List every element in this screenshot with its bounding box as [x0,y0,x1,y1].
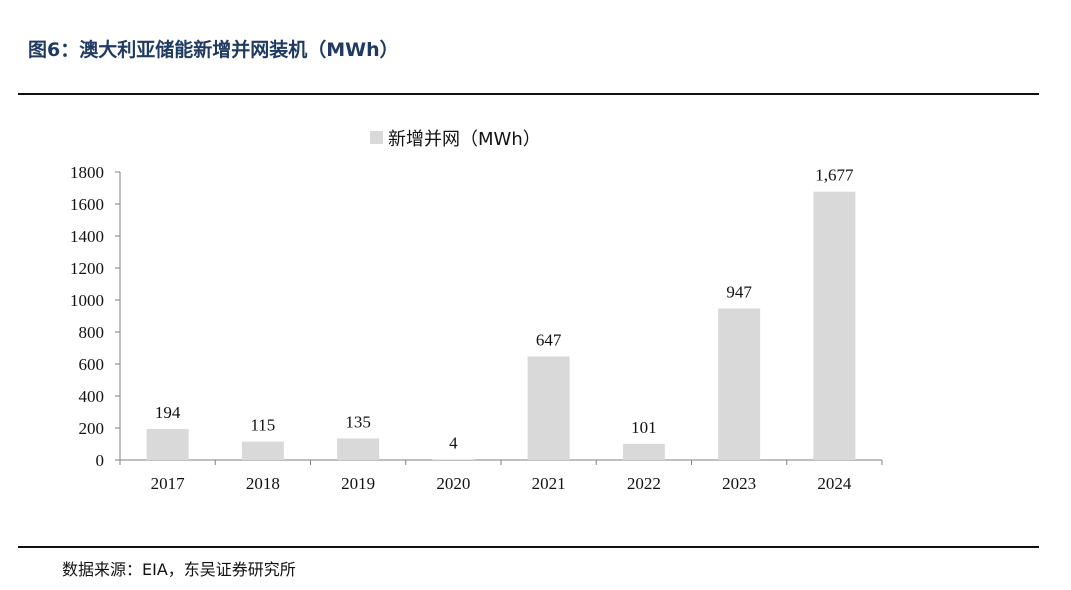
source-note: 数据来源：EIA，东吴证券研究所 [62,560,296,579]
x-tick-label-2019: 2019 [341,474,375,493]
data-label-2019: 135 [345,412,371,431]
y-axis: 0 200 400 600 800 1000 1200 1400 1600 1800 [70,163,121,470]
bar-2019 [337,438,380,460]
bar-2017 [146,428,189,460]
x-tick-label-2024: 2024 [817,474,852,493]
bottom-divider [18,546,1039,548]
y-tick-label: 1800 [70,163,104,182]
x-tick-label-2021: 2021 [532,474,566,493]
x-tick-label-2017: 2017 [151,474,186,493]
x-tick-label-2023: 2023 [722,474,756,493]
data-label-2020: 4 [449,433,458,452]
y-tick-label: 1600 [70,195,104,214]
x-tick-label-2022: 2022 [627,474,661,493]
y-tick-label: 1000 [70,291,104,310]
legend-swatch [370,131,383,144]
x-tick-label-2020: 2020 [436,474,470,493]
data-label-2022: 101 [631,418,657,437]
top-divider [18,93,1039,95]
y-tick-label: 200 [79,419,105,438]
data-label-2023: 947 [726,282,752,301]
bar-2023 [718,308,761,460]
x-axis: 2017 2018 2019 2020 2021 2022 2023 2024 [119,459,883,493]
y-tick-label: 600 [79,355,105,374]
data-label-2017: 194 [155,403,181,422]
y-tick-label: 800 [79,323,105,342]
data-labels: 194 115 135 4 647 101 947 1,677 [155,166,854,453]
bar-2018 [241,441,284,460]
y-tick-label: 0 [96,451,105,470]
legend: 新增并网（MWh） [370,129,541,150]
data-label-2024: 1,677 [815,166,854,185]
y-tick-label: 400 [79,387,105,406]
bar-2024 [813,191,856,460]
bars [146,191,856,460]
bar-2020 [432,459,475,460]
data-label-2018: 115 [250,416,275,435]
legend-label: 新增并网（MWh） [388,129,541,150]
data-label-2021: 647 [536,330,562,349]
y-tick-label: 1200 [70,259,104,278]
y-tick-label: 1400 [70,227,104,246]
bar-2022 [622,443,665,460]
bar-2021 [527,356,570,460]
page-title: 图6：澳大利亚储能新增并网装机（MWh） [28,39,399,61]
x-tick-label-2018: 2018 [246,474,280,493]
